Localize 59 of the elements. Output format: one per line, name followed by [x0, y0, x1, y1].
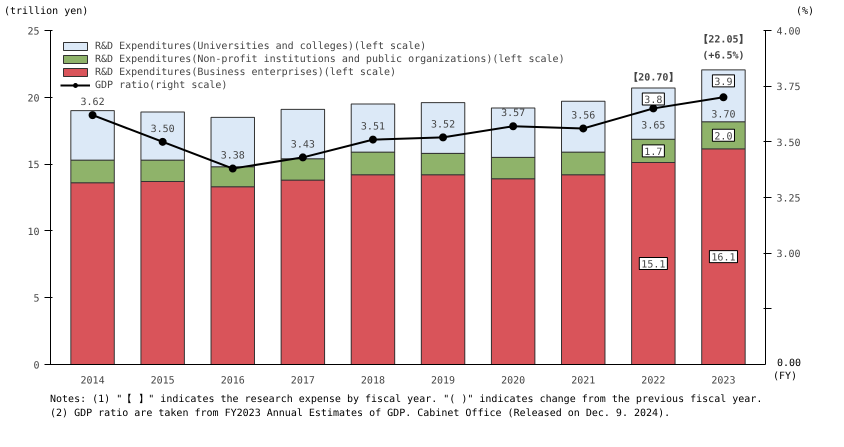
point	[368, 136, 377, 144]
annotation: (+6.5%)	[702, 50, 745, 62]
y-tick-label: 10	[27, 226, 40, 238]
y-tick-label: 5	[33, 294, 40, 305]
total-label: 【20.70】	[628, 71, 678, 84]
data-label: 3.52	[431, 119, 456, 130]
y-axis-title: (trillion yen)	[4, 5, 88, 19]
data-label: 2.0	[714, 131, 732, 142]
point	[88, 111, 97, 120]
point	[298, 153, 307, 162]
x-tick-label: 2022	[641, 376, 666, 386]
y2-tick-label: 3.25	[776, 194, 801, 204]
y2-tick-label: 3.75	[776, 82, 801, 94]
data-label: 3.9	[714, 76, 732, 88]
y2-tick-label: 4.00	[776, 26, 801, 38]
x-tick-label: 2016	[220, 376, 245, 386]
y-tick-label: 25	[27, 26, 40, 38]
legend-label: R&D Expenditures(Business enterprises)(left scale)	[95, 66, 396, 78]
point	[439, 133, 448, 142]
data-label: 3.8	[644, 94, 662, 106]
data-label: 3.43	[290, 139, 315, 150]
data-label: 16.1	[711, 252, 736, 264]
data-label: 3.56	[571, 110, 596, 122]
y-tick-label: 0	[33, 360, 40, 372]
data-label: 15.1	[641, 260, 666, 270]
x-tick-label: 2018	[360, 376, 386, 386]
x-axis-title: (FY)	[773, 371, 798, 382]
point	[228, 164, 237, 173]
y2-tick-label: 3.00	[776, 249, 801, 260]
text: Notes: (1) "【 】" indicates the research expense by fiscal year. "( )" indicates change from the previous fiscal year.	[50, 394, 762, 405]
text: 0.00	[777, 358, 802, 369]
legend-label: R&D Expenditures(Universities and colleges)(left scale)	[95, 40, 426, 52]
point	[719, 93, 728, 102]
x-tick-label: 2015	[150, 376, 175, 386]
legend-label: R&D Expenditures(Non-profit institutions and public organizations)(left scale)	[95, 53, 565, 65]
point	[579, 124, 588, 132]
x-tick-label: 2020	[501, 376, 526, 386]
data-label: 3.62	[80, 97, 105, 108]
x-tick-label: 2021	[571, 376, 596, 386]
x-tick-label: 2014	[80, 376, 105, 386]
total-label: 【22.05】	[698, 33, 748, 46]
x-tick-label: 2019	[431, 376, 456, 386]
data-label: 3.65	[641, 120, 666, 132]
data-label: 3.50	[150, 124, 175, 135]
data-label: 1.7	[644, 146, 662, 158]
y2-axis-title: (%)	[796, 5, 814, 19]
y2-tick-label: 3.50	[776, 138, 801, 149]
legend-label: GDP ratio(right scale)	[95, 79, 228, 91]
x-tick-label: 2017	[290, 376, 315, 386]
data-label: 3.70	[711, 109, 736, 120]
data-label: 3.38	[220, 150, 245, 162]
data-label: 3.51	[360, 122, 386, 133]
text: (2) GDP ratio are taken from FY2023 Annual Estimates of GDP. Cabinet Office (Released on Dec. 9. 2024).	[50, 408, 670, 419]
x-tick-label: 2023	[711, 376, 736, 386]
point	[509, 122, 518, 130]
y-tick-label: 20	[27, 93, 40, 104]
point	[158, 138, 167, 146]
data-label: 3.57	[501, 108, 526, 120]
y-tick-label: 15	[27, 160, 40, 172]
